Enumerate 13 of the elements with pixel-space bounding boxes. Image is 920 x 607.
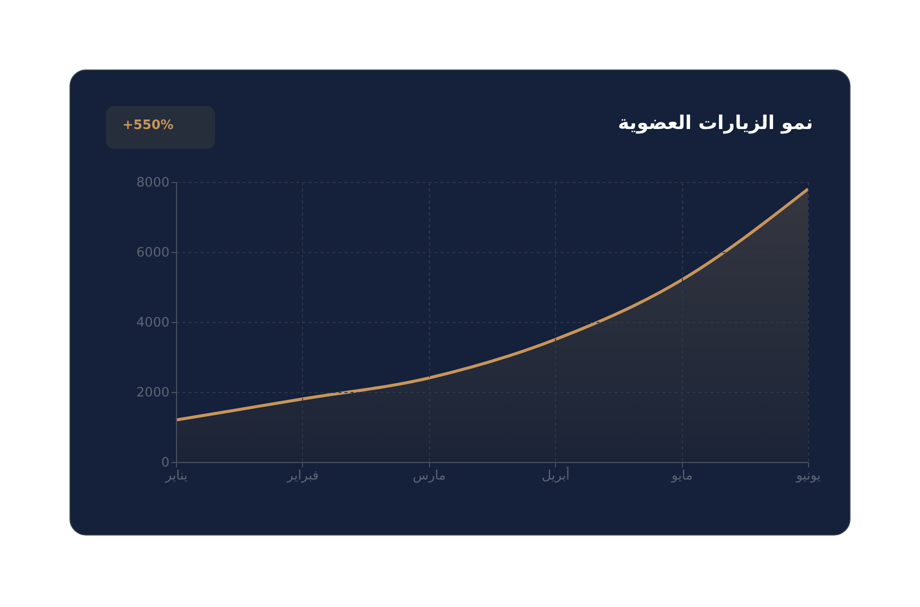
y-tick-label: 2000 (136, 386, 170, 400)
chart-title: نمو الزيارات العضوية (618, 112, 813, 134)
x-tick-label: فبراير (286, 468, 319, 484)
y-tick-label: 8000 (136, 176, 170, 190)
x-tick-label: أبريل (542, 466, 570, 484)
x-tick-label: يونيو (795, 468, 822, 484)
y-tick-label: 4000 (136, 316, 170, 330)
x-tick-label: مايو (670, 468, 693, 484)
x-tick-label: يناير (164, 468, 188, 484)
x-tick-label: مارس (412, 468, 446, 484)
text: +550% (122, 118, 174, 133)
y-tick-label: 0 (161, 456, 170, 470)
y-tick-label: 6000 (136, 246, 170, 260)
